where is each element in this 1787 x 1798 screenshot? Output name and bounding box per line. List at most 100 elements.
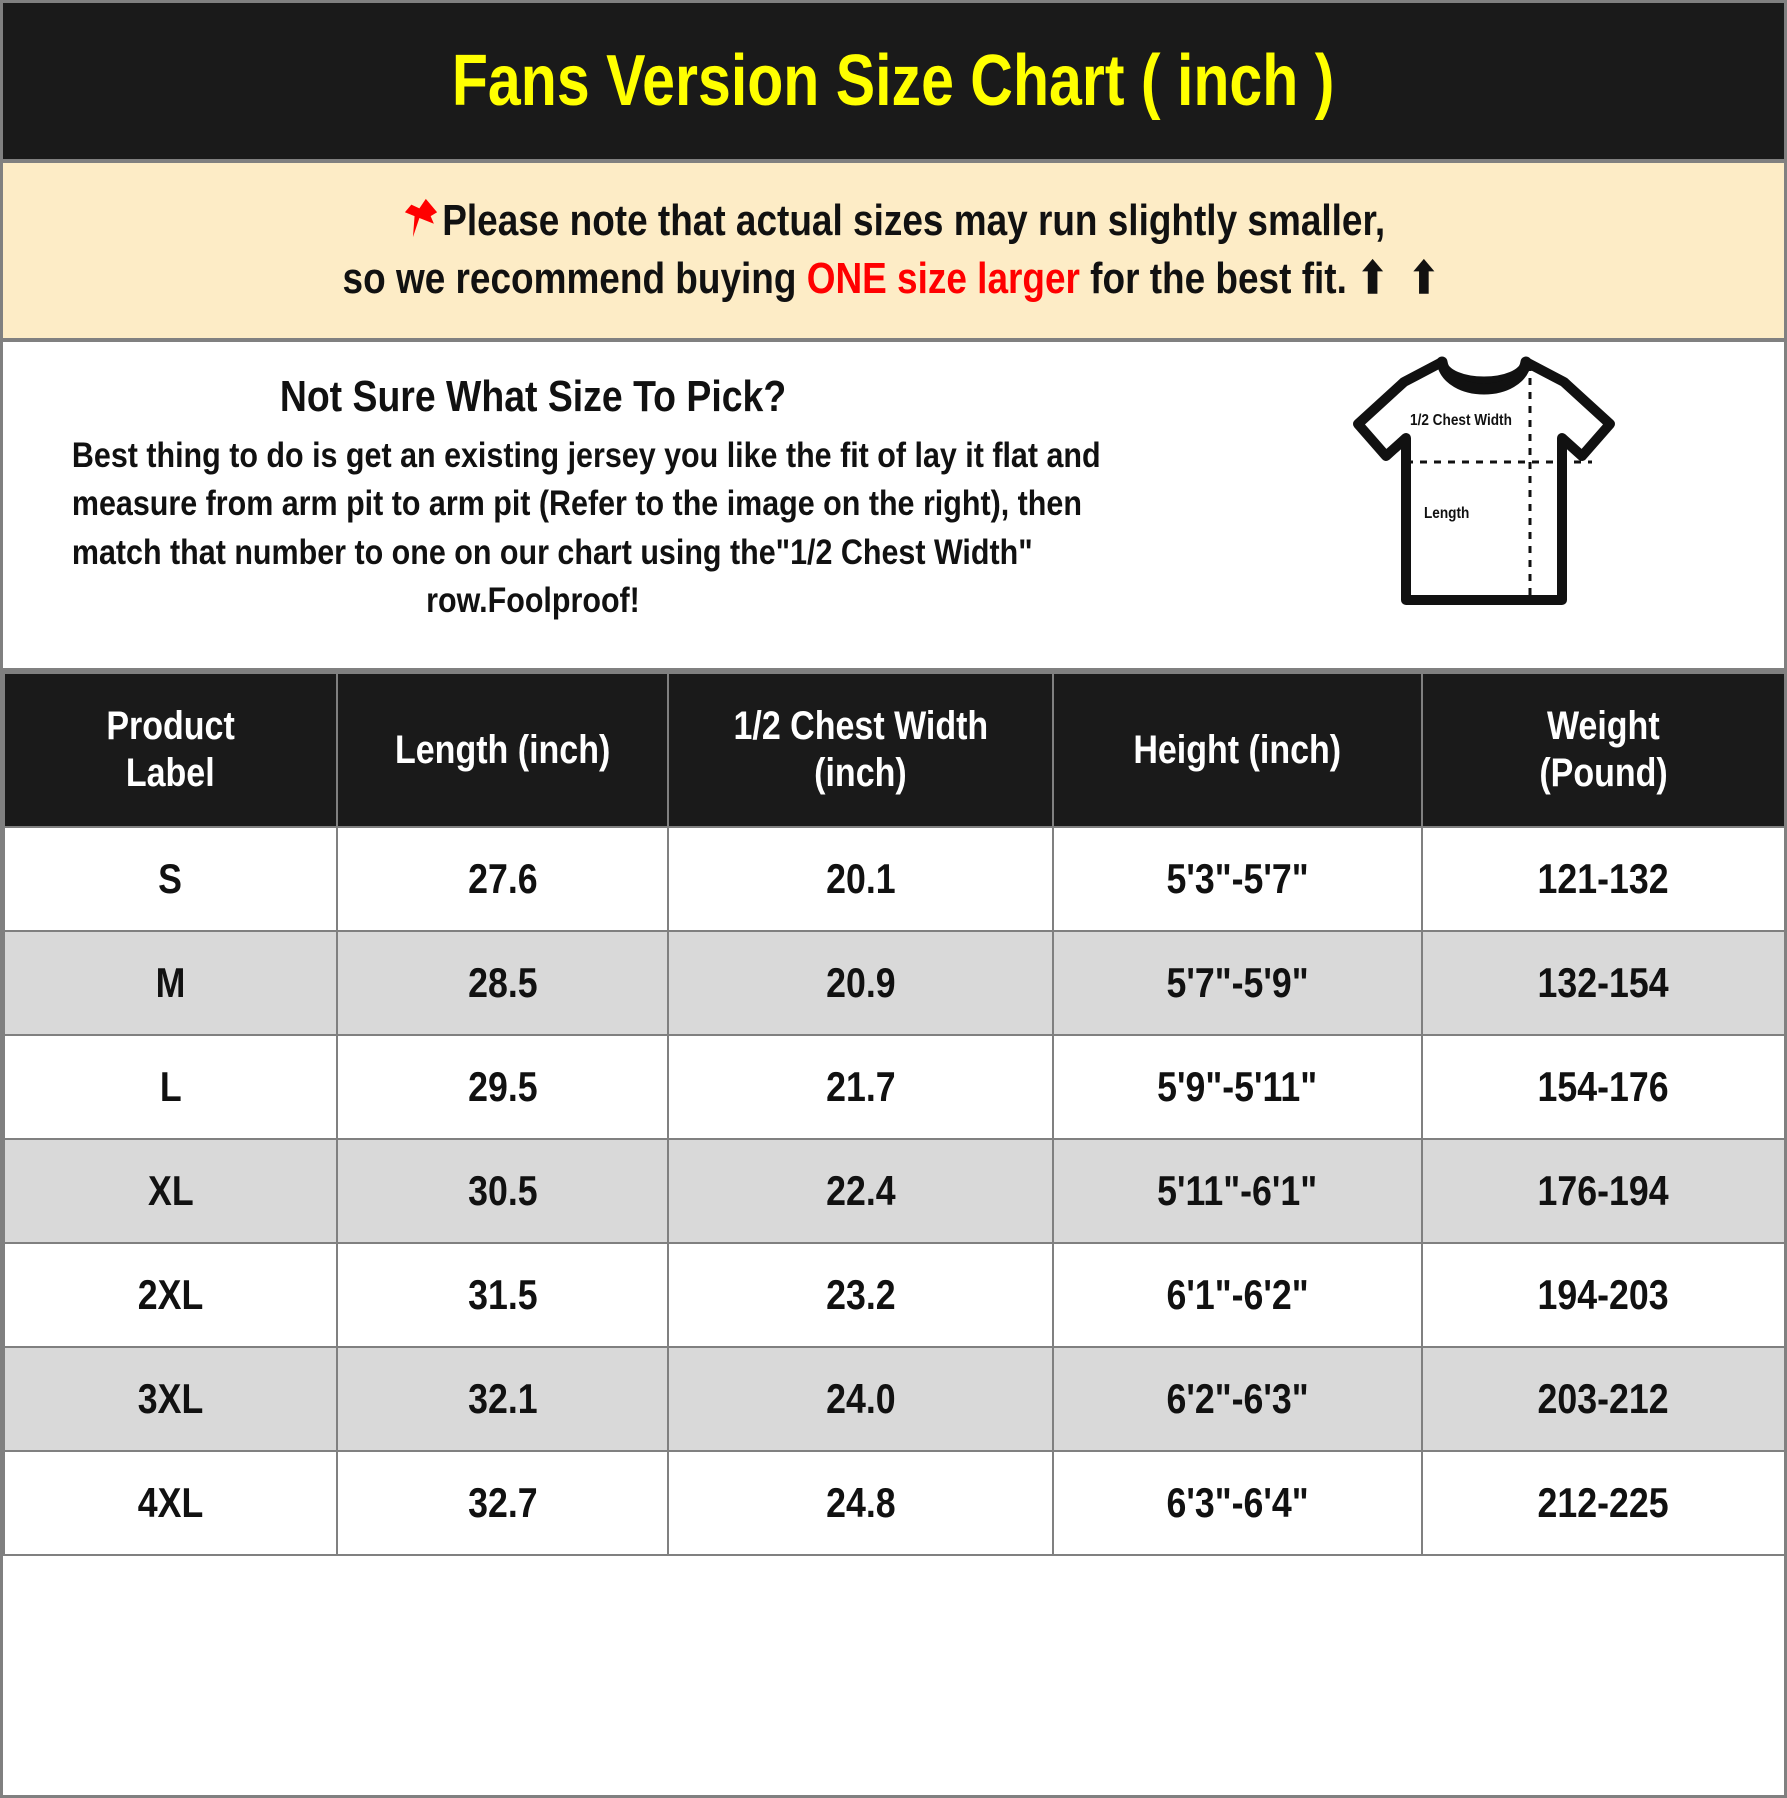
table-cell-value: 30.5 (467, 1167, 538, 1215)
table-cell-value: 203-212 (1537, 1375, 1670, 1423)
column-header-chest-width: 1/2 Chest Width (inch) (667, 672, 1054, 829)
info-paragraph-line: measure from arm pit to arm pit (Refer t… (71, 484, 1082, 524)
table-cell-value: S (158, 855, 183, 903)
page-title: Fans Version Size Chart ( inch ) (452, 41, 1335, 121)
table-cell-value: 20.1 (825, 855, 896, 903)
info-text-block: Not Sure What Size To Pick? Best thing t… (3, 364, 1101, 625)
table-cell: 203-212 (1421, 1346, 1784, 1453)
column-header-weight: Weight (Pound) (1421, 672, 1784, 829)
table-cell: 22.4 (667, 1138, 1054, 1245)
tshirt-chest-label: 1/2 Chest Width (1410, 412, 1512, 430)
table-cell: S (3, 826, 338, 933)
table-cell: 23.2 (667, 1242, 1054, 1349)
column-header-height: Height (inch) (1052, 672, 1423, 829)
table-cell-value: 2XL (137, 1271, 204, 1319)
table-cell-value: 5'9"-5'11" (1157, 1063, 1318, 1111)
table-cell-value: 31.5 (467, 1271, 538, 1319)
column-header-length: Length (inch) (336, 672, 669, 829)
table-cell-value: 5'7"-5'9" (1166, 959, 1309, 1007)
table-cell: 3XL (3, 1346, 338, 1453)
table-cell-value: 20.9 (825, 959, 896, 1007)
table-cell-value: 23.2 (825, 1271, 896, 1319)
table-row: XL 30.5 22.4 5'11"-6'1" 176-194 (3, 1138, 1784, 1245)
table-cell: 20.1 (667, 826, 1054, 933)
table-cell: XL (3, 1138, 338, 1245)
table-cell: 20.9 (667, 930, 1054, 1037)
table-cell-value: 121-132 (1537, 855, 1670, 903)
table-cell: 132-154 (1421, 930, 1784, 1037)
table-cell: 24.8 (667, 1450, 1054, 1557)
table-cell-value: 32.7 (467, 1479, 538, 1527)
table-cell-value: 5'11"-6'1" (1157, 1167, 1318, 1215)
table-cell: 212-225 (1421, 1450, 1784, 1557)
table-cell-value: 27.6 (467, 855, 538, 903)
table-cell: 2XL (3, 1242, 338, 1349)
table-cell: M (3, 930, 338, 1037)
arrow-up-icon: ⬆ ⬆ (1357, 254, 1445, 304)
table-row: S 27.6 20.1 5'3"-5'7" 121-132 (3, 826, 1784, 933)
table-cell: 6'1"-6'2" (1052, 1242, 1423, 1349)
table-row: 4XL 32.7 24.8 6'3"-6'4" 212-225 (3, 1450, 1784, 1557)
table-cell: L (3, 1034, 338, 1141)
table-cell: 30.5 (336, 1138, 669, 1245)
table-cell-value: 132-154 (1537, 959, 1670, 1007)
table-cell: 5'3"-5'7" (1052, 826, 1423, 933)
table-row: 3XL 32.1 24.0 6'2"-6'3" 203-212 (3, 1346, 1784, 1453)
info-heading: Not Sure What Size To Pick? (279, 372, 787, 422)
table-cell-value: XL (147, 1167, 194, 1215)
table-body: S 27.6 20.1 5'3"-5'7" 121-132 M 28.5 20.9 5'7"-5… (3, 826, 1784, 1557)
table-cell-value: 176-194 (1537, 1167, 1670, 1215)
table-cell-value: 3XL (137, 1375, 204, 1423)
table-cell-value: L (159, 1063, 182, 1111)
table-cell-value: 6'1"-6'2" (1166, 1271, 1309, 1319)
table-cell-value: 154-176 (1537, 1063, 1670, 1111)
table-cell: 27.6 (336, 826, 669, 933)
table-cell: 154-176 (1421, 1034, 1784, 1141)
table-cell: 28.5 (336, 930, 669, 1037)
info-paragraph-line: Best thing to do is get an existing jers… (71, 436, 1101, 476)
notice-line-1: Please note that actual sizes may run sl… (145, 189, 1641, 250)
table-row: 2XL 31.5 23.2 6'1"-6'2" 194-203 (3, 1242, 1784, 1349)
table-cell: 32.7 (336, 1450, 669, 1557)
info-paragraph-line: row.Foolproof! (426, 581, 640, 621)
table-cell: 6'2"-6'3" (1052, 1346, 1423, 1453)
tshirt-length-label: Length (1424, 505, 1470, 523)
info-paragraph-line: match that number to one on our chart us… (71, 532, 1033, 572)
table-cell-value: 22.4 (825, 1167, 896, 1215)
table-cell: 194-203 (1421, 1242, 1784, 1349)
table-cell-value: 28.5 (467, 959, 538, 1007)
table-cell-value: 24.0 (825, 1375, 896, 1423)
table-cell-value: 194-203 (1537, 1271, 1670, 1319)
table-cell-value: 5'3"-5'7" (1166, 855, 1309, 903)
table-cell-value: 21.7 (825, 1063, 896, 1111)
notice-line-2: so we recommend buying ONE size larger f… (145, 250, 1641, 308)
size-chart-table: Product Label Length (inch) 1/2 Chest Wi… (3, 672, 1784, 1557)
info-band: Not Sure What Size To Pick? Best thing t… (3, 342, 1784, 673)
table-cell: 21.7 (667, 1034, 1054, 1141)
table-header-row: Product Label Length (inch) 1/2 Chest Wi… (3, 672, 1784, 829)
table-cell-value: 212-225 (1537, 1479, 1670, 1527)
table-cell: 176-194 (1421, 1138, 1784, 1245)
table-cell-value: 32.1 (467, 1375, 538, 1423)
table-cell: 5'7"-5'9" (1052, 930, 1423, 1037)
notice-band: Please note that actual sizes may run sl… (3, 163, 1784, 343)
notice-text-2a: so we recommend buying (342, 254, 807, 304)
table-cell-value: 24.8 (825, 1479, 896, 1527)
table-cell: 32.1 (336, 1346, 669, 1453)
table-cell-value: 29.5 (467, 1063, 538, 1111)
tshirt-diagram: 1/2 Chest Width Length (1334, 350, 1634, 650)
table-cell-value: 4XL (137, 1479, 204, 1527)
table-cell-value: M (155, 959, 186, 1007)
column-header-product-label: Product Label (3, 672, 338, 829)
notice-text-1: Please note that actual sizes may run sl… (442, 196, 1386, 245)
table-cell: 6'3"-6'4" (1052, 1450, 1423, 1557)
table-row: L 29.5 21.7 5'9"-5'11" 154-176 (3, 1034, 1784, 1141)
table-cell: 121-132 (1421, 826, 1784, 933)
table-cell-value: 6'2"-6'3" (1166, 1375, 1309, 1423)
table-cell: 5'11"-6'1" (1052, 1138, 1423, 1245)
table-cell: 31.5 (336, 1242, 669, 1349)
table-row: M 28.5 20.9 5'7"-5'9" 132-154 (3, 930, 1784, 1037)
table-cell: 4XL (3, 1450, 338, 1557)
title-band: Fans Version Size Chart ( inch ) (3, 3, 1784, 163)
